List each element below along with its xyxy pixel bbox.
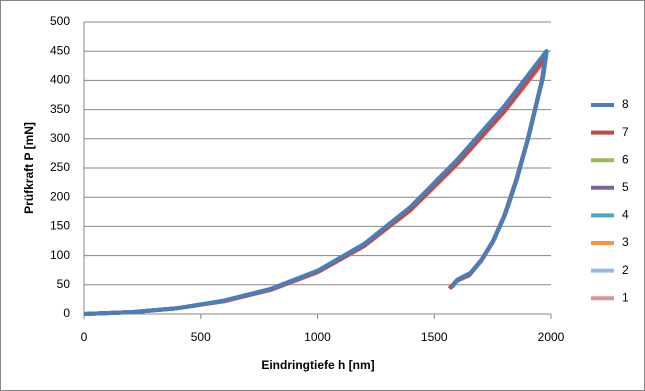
legend-label: 2 xyxy=(622,263,629,277)
x-tick-label: 2000 xyxy=(538,330,565,344)
x-tick-label: 0 xyxy=(81,330,88,344)
legend-label: 4 xyxy=(622,208,629,222)
y-tick-label: 100 xyxy=(50,248,70,262)
x-tick-label: 1000 xyxy=(304,330,331,344)
y-tick-label: 0 xyxy=(63,306,70,320)
x-tick-label: 1500 xyxy=(421,330,448,344)
y-tick-label: 500 xyxy=(50,14,70,28)
legend-label: 8 xyxy=(622,97,629,111)
y-tick-label: 450 xyxy=(50,43,70,57)
legend-label: 7 xyxy=(622,125,629,139)
y-tick-label: 150 xyxy=(50,219,70,233)
x-tick-label: 500 xyxy=(191,330,211,344)
legend-label: 6 xyxy=(622,152,629,166)
series-line xyxy=(83,49,549,316)
y-tick-label: 50 xyxy=(57,277,71,291)
legend-label: 5 xyxy=(622,180,629,194)
y-tick-label: 400 xyxy=(50,73,70,87)
legend-label: 1 xyxy=(622,290,629,304)
y-axis-title: Prüfkraft P [mN] xyxy=(22,122,36,214)
legend-label: 3 xyxy=(622,235,629,249)
y-tick-label: 350 xyxy=(50,102,70,116)
y-tick-label: 200 xyxy=(50,189,70,203)
y-tick-label: 250 xyxy=(50,160,70,174)
x-axis-title: Eindringtiefe h [nm] xyxy=(261,358,374,372)
y-tick-label: 300 xyxy=(50,131,70,145)
